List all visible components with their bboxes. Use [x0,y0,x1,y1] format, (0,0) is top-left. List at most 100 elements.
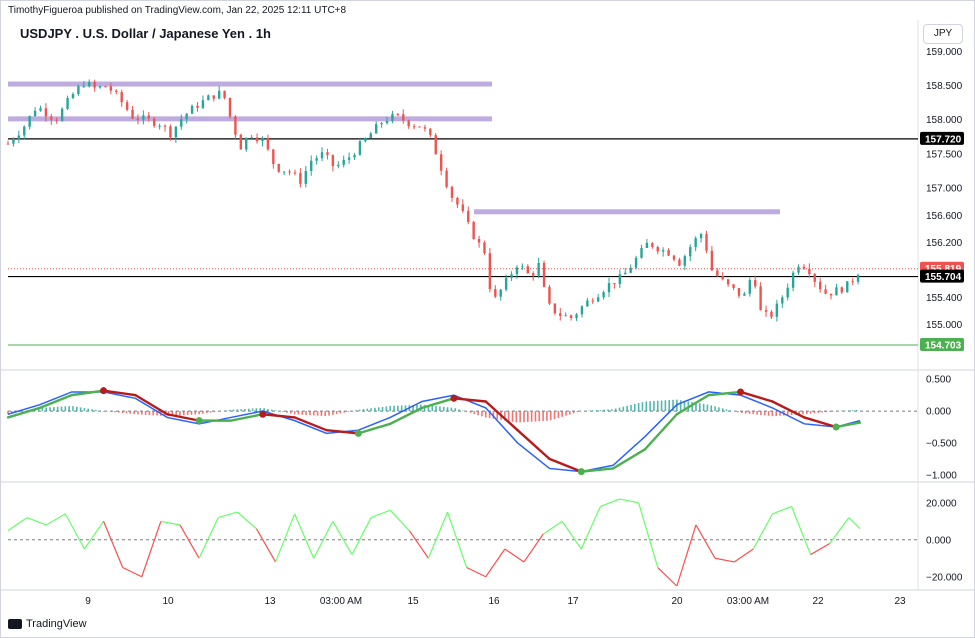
candle-body [748,280,751,294]
candle-body [228,97,232,117]
candle-body [754,280,757,287]
macd-histogram-bar [442,406,445,412]
oscillator-tick-label: −20.000 [926,572,963,583]
candle-body [412,126,416,128]
oscillator-tick-label: 0.000 [926,535,951,546]
macd-histogram-bar [282,411,284,412]
candle-body [288,171,291,173]
macd-histogram-bar [37,408,40,412]
macd-histogram-bar [767,411,770,416]
oscillator-segment [446,511,468,568]
macd-histogram-bar [557,411,560,418]
macd-histogram-bar [374,407,376,412]
macd-histogram-bar [664,400,667,412]
price-tick-label: 155.400 [926,293,963,304]
candle-body [846,281,849,293]
candle-body [385,121,389,124]
oscillator-segment [829,517,850,544]
macd-histogram-bar [152,411,155,416]
macd-histogram-bar [851,410,854,412]
macd-histogram-bar [110,411,112,412]
macd-tick-label: 0.500 [926,375,951,386]
price-tick-label: 156.600 [926,211,963,222]
candle-body [223,90,226,98]
oscillator-segment [408,530,429,559]
macd-signal-segment [643,413,679,451]
macd-cross-dot [577,468,585,476]
oscillator-segment [313,521,334,559]
candle-body [613,283,616,285]
macd-histogram-bar [377,407,380,412]
macd-histogram-bar [672,399,674,412]
candle-body [829,293,833,296]
macd-cross-dot [259,410,267,418]
macd-histogram-bar [591,410,594,412]
candle-body [174,126,178,138]
candle-body [320,152,324,159]
macd-histogram-bar [611,409,613,412]
candle-body [250,137,253,139]
macd-histogram-bar [748,411,751,414]
candle-body [840,287,844,293]
macd-histogram-bar [68,406,70,412]
candle-body [526,266,529,274]
macd-histogram-bar [91,409,93,412]
macd-histogram-bar [45,407,48,412]
price-label-text: 154.703 [925,340,962,351]
candle-body [737,287,741,296]
oscillator-segment [64,513,85,550]
candle-body [499,289,502,297]
macd-histogram-bar [656,400,659,412]
candle-body [580,306,584,315]
candle-body [532,273,535,276]
macd-histogram-bar [232,409,235,412]
candle-body [689,247,692,257]
macd-histogram-bar [118,411,120,413]
candle-body [28,116,31,127]
oscillator-segment [657,567,678,587]
oscillator-segment [523,533,544,563]
macd-histogram-bar [519,411,521,423]
macd-signal-segment [6,406,42,419]
candle-body [586,300,589,307]
macd-histogram-bar [270,409,273,412]
candle-body [678,259,681,266]
oscillator-segment [255,528,277,563]
currency-button[interactable]: JPY [923,24,963,44]
macd-histogram-bar [492,411,495,419]
macd-histogram-bar [64,406,67,412]
price-label-badge [920,269,964,283]
macd-histogram-bar [855,409,858,412]
macd-histogram-bar [473,411,476,414]
time-tick-label: 13 [264,596,276,607]
macd-histogram-bar [133,411,135,415]
price-tick-label: 157.000 [926,184,963,195]
macd-histogram-bar [83,408,86,412]
macd-histogram-bar [542,411,544,422]
oscillator-segment [370,509,391,519]
macd-signal-segment [325,428,360,435]
macd-signal-segment [229,413,265,422]
macd-histogram-bar [98,410,101,412]
macd-signal-segment [357,422,392,435]
candle-body [721,275,724,280]
macd-histogram-bar [565,411,567,416]
time-tick-label: 10 [162,596,174,607]
candle-body [791,272,795,288]
macd-histogram-bar [370,408,372,412]
candle-body [618,274,622,285]
macd-histogram-bar [358,409,361,412]
oscillator-segment [160,520,181,526]
candle-body [326,152,329,155]
candle-body [304,170,308,184]
macd-histogram-bar [404,405,407,412]
macd-histogram-bar [641,402,644,412]
macd-histogram-bar [244,408,246,412]
oscillator-segment [752,513,773,550]
candle-body [802,266,806,269]
candle-body [705,234,708,251]
candle-body [456,197,459,205]
candle-body [147,115,150,119]
candle-body [856,275,860,282]
